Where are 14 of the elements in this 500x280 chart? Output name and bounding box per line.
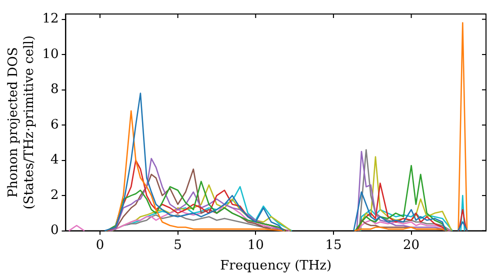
y-tick-label: 10 — [42, 46, 59, 62]
y-tick-label: 8 — [50, 82, 59, 98]
x-tick-label: 20 — [403, 238, 420, 253]
x-tick-label: 0 — [96, 238, 104, 253]
y-axis-title: Phonon projected DOS (States/THz·primitive cell) — [6, 35, 37, 210]
x-tick-label: 15 — [325, 238, 342, 253]
y-tick-label: 2 — [50, 188, 59, 203]
y-tick-label: 0 — [50, 223, 59, 238]
y-tick-label: 4 — [50, 152, 59, 168]
x-tick-label: 10 — [247, 238, 264, 253]
y-tick-label: 6 — [50, 117, 59, 132]
x-tick-label: 5 — [174, 238, 182, 253]
y-tick-label: 12 — [42, 12, 59, 27]
x-axis-title: Frequency (THz) — [220, 258, 332, 274]
